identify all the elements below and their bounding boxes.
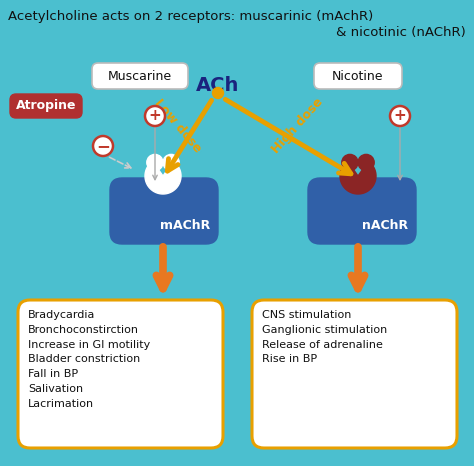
Text: nAChR: nAChR bbox=[362, 219, 408, 232]
Text: mAChR: mAChR bbox=[160, 219, 210, 232]
Text: & nicotinic (nAChR): & nicotinic (nAChR) bbox=[336, 26, 466, 39]
Text: +: + bbox=[393, 109, 406, 123]
Circle shape bbox=[93, 136, 113, 156]
Text: +: + bbox=[149, 109, 161, 123]
Text: High dose: High dose bbox=[270, 96, 326, 156]
FancyBboxPatch shape bbox=[10, 94, 82, 118]
Text: ACh: ACh bbox=[196, 76, 240, 95]
FancyBboxPatch shape bbox=[252, 300, 457, 448]
Text: Atropine: Atropine bbox=[16, 100, 76, 112]
Circle shape bbox=[163, 154, 179, 171]
Circle shape bbox=[358, 154, 374, 171]
Circle shape bbox=[145, 106, 165, 126]
Circle shape bbox=[147, 154, 163, 171]
Text: Bradycardia
Bronchoconstirction
Increase in GI motility
Bladder constriction
Fal: Bradycardia Bronchoconstirction Increase… bbox=[28, 310, 150, 409]
FancyBboxPatch shape bbox=[308, 178, 416, 244]
Circle shape bbox=[342, 154, 358, 171]
Text: Nicotine: Nicotine bbox=[332, 69, 384, 82]
Circle shape bbox=[390, 106, 410, 126]
FancyBboxPatch shape bbox=[314, 63, 402, 89]
FancyBboxPatch shape bbox=[18, 300, 223, 448]
Text: Acetylcholine acts on 2 receptors: muscarinic (mAchR): Acetylcholine acts on 2 receptors: musca… bbox=[8, 10, 373, 23]
Circle shape bbox=[212, 88, 224, 98]
FancyBboxPatch shape bbox=[92, 63, 188, 89]
Text: CNS stimulation
Ganglionic stimulation
Release of adrenaline
Rise in BP: CNS stimulation Ganglionic stimulation R… bbox=[262, 310, 387, 364]
Polygon shape bbox=[340, 161, 376, 194]
Text: Low dose: Low dose bbox=[152, 96, 204, 155]
Text: −: − bbox=[96, 137, 110, 155]
Text: Muscarine: Muscarine bbox=[108, 69, 172, 82]
Polygon shape bbox=[145, 161, 181, 194]
FancyBboxPatch shape bbox=[110, 178, 218, 244]
